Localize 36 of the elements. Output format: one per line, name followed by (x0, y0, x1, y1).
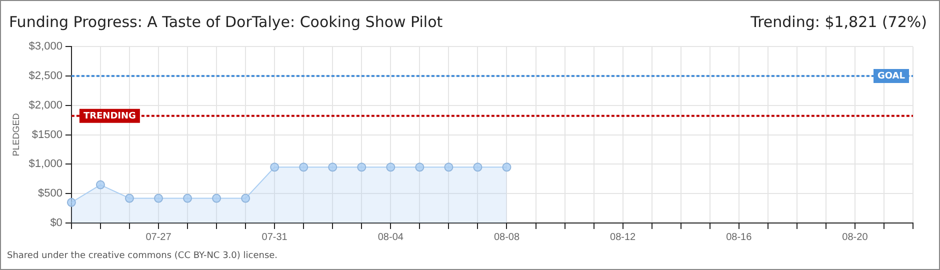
point (357, 162, 366, 172)
text: Shared under the creative commons (CC BY-NC 3.0) license. (7, 251, 278, 261)
x-tick-label: 08-16 (726, 232, 752, 243)
point (154, 194, 163, 203)
point (241, 194, 250, 203)
x-tick-label: 07-31 (262, 232, 288, 243)
y-tick-label: $1500 (32, 128, 62, 141)
point (502, 162, 512, 172)
x-tick-label: 08-20 (842, 232, 868, 243)
point (444, 162, 454, 172)
point (415, 162, 424, 172)
x-tick-label: 07-27 (146, 232, 172, 243)
point (473, 162, 482, 172)
point (328, 162, 338, 172)
point (124, 194, 134, 203)
point (66, 198, 76, 207)
point (386, 162, 396, 172)
point (270, 162, 280, 172)
point (183, 194, 192, 203)
x-tick-label: 08-12 (610, 232, 636, 243)
y-tick-label: $0 (50, 217, 62, 230)
x-tick-label: 08-04 (378, 232, 404, 243)
point (96, 180, 105, 190)
y-axis-title: PLEDGED (10, 112, 21, 156)
y-tick-label: $2,000 (28, 99, 62, 112)
chart-subtitle: Trending: $1,821 (72%) (750, 13, 927, 31)
y-tick-label: $500 (38, 188, 62, 200)
y-tick-label: $3,000 (28, 40, 62, 53)
point (299, 162, 308, 172)
chart-title: Funding Progress: A Taste of DorTalye: Cooking Show Pilot (9, 13, 443, 31)
point (212, 194, 222, 203)
y-tick-label: $2,500 (28, 70, 62, 82)
x-tick-label: 08-08 (494, 232, 520, 243)
y-tick-label: $1,000 (28, 158, 62, 170)
ref-line-label: GOAL (878, 71, 906, 82)
ref-line-label: TRENDING (83, 111, 136, 122)
